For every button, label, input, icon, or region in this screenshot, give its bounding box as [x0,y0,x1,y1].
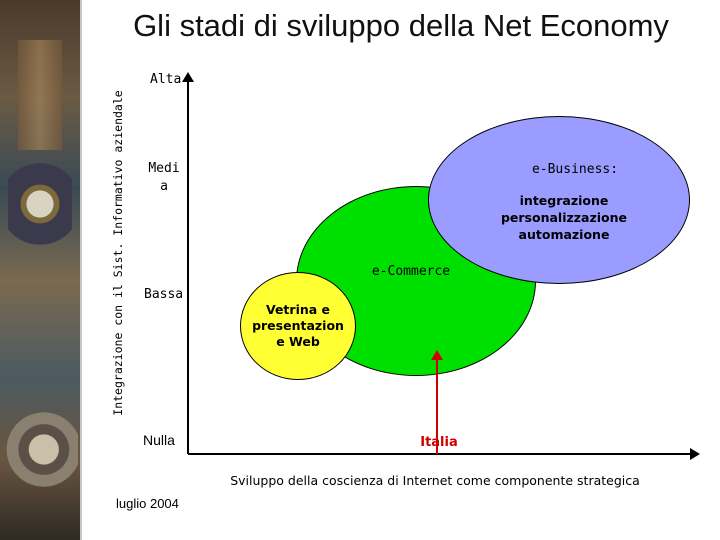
ebusiness-item-integrazione: integrazione [519,193,609,208]
vetrina-stage: Vetrina e presentazion e Web [240,272,356,380]
italia-marker-line [436,358,438,454]
ecommerce-label: e-Commerce [371,264,451,279]
italia-label: Italia [420,435,458,450]
y-level-alta: Alta [150,72,182,87]
y-level-bassa: Bassa [144,287,184,302]
y-level-media: Medi a [148,161,180,194]
decorative-sidebar [0,0,80,540]
ebusiness-item-automazione: automazione [518,227,610,242]
x-axis-arrow-icon [690,448,700,460]
vetrina-label: Vetrina e presentazion e Web [252,302,344,349]
x-axis-line [188,453,692,455]
ebusiness-items: integrazione personalizzazione automazio… [474,192,654,243]
ebusiness-item-personalizzazione: personalizzazione [500,210,628,225]
ribbon-decoration [18,40,62,150]
footer-date: luglio 2004 [116,496,179,511]
y-level-nulla: Nulla [143,432,175,448]
sidebar-divider [80,0,82,540]
medal-decoration [8,150,72,270]
ebusiness-stage [428,116,690,284]
y-axis-label: Integrazione con il Sist. Informativo az… [111,90,125,416]
ebusiness-title: e-Business: [531,162,619,177]
x-axis-label: Sviluppo della coscienza di Internet com… [230,473,640,488]
slide-title: Gli stadi di sviluppo della Net Economy [133,8,669,43]
compass-decoration [2,400,78,510]
y-axis-arrow-icon [182,72,194,82]
y-axis-line [187,80,189,454]
italia-arrow-icon [431,350,443,360]
